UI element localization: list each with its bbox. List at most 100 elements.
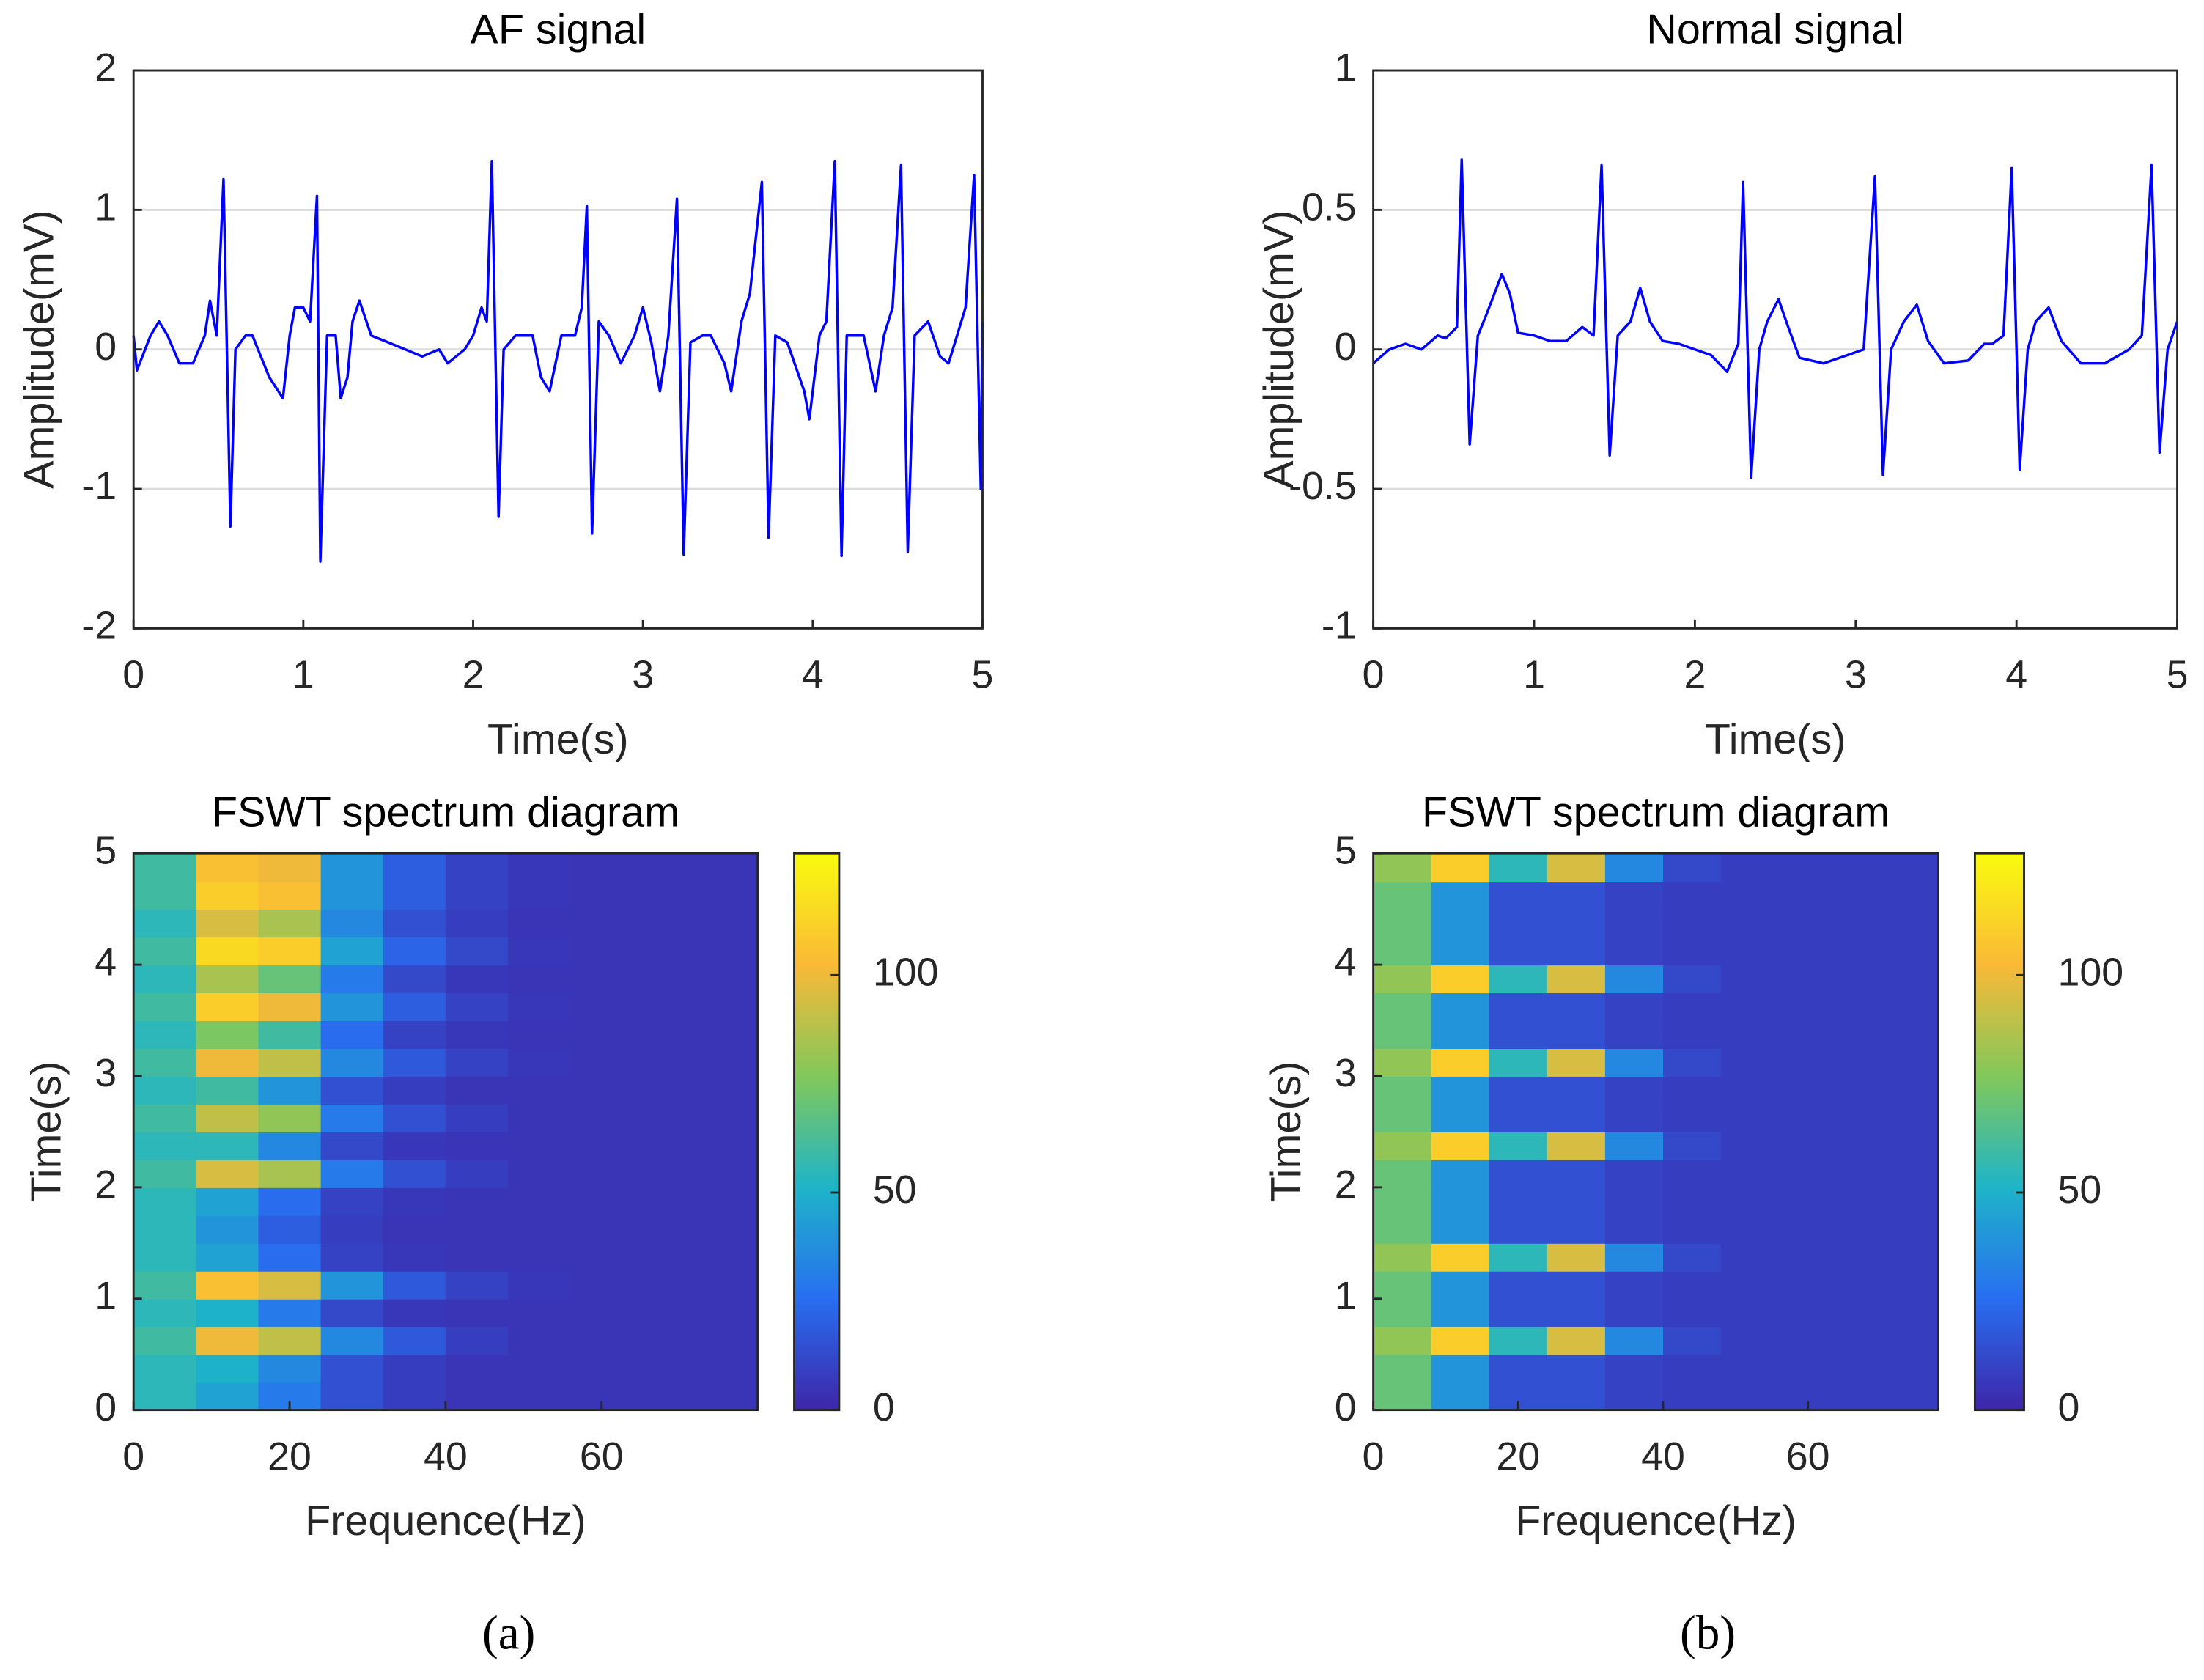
y-axis-label: Amplitude(mV) bbox=[16, 210, 63, 489]
heatmap-cell bbox=[1489, 992, 1548, 1022]
heatmap-cell bbox=[258, 965, 322, 994]
heatmap-cell bbox=[1547, 1020, 1606, 1049]
heatmap-cell bbox=[196, 1298, 259, 1327]
heatmap-cell bbox=[508, 1326, 572, 1355]
heatmap-cell bbox=[1662, 1354, 1722, 1383]
heatmap-cell bbox=[196, 1103, 259, 1132]
heatmap-cell bbox=[1895, 965, 1939, 994]
heatmap-cell bbox=[1895, 1187, 1939, 1216]
heatmap-cell bbox=[695, 1298, 759, 1327]
heatmap-cell bbox=[1489, 1048, 1548, 1077]
heatmap-cell bbox=[1373, 1242, 1432, 1272]
heatmap-cell bbox=[1721, 1298, 1780, 1327]
heatmap-cell bbox=[633, 1242, 696, 1272]
heatmap-cell bbox=[1604, 1382, 1664, 1411]
heatmap-cell bbox=[1373, 1215, 1432, 1244]
heatmap-cell bbox=[196, 1131, 259, 1160]
signal-line bbox=[1372, 158, 2179, 479]
heatmap-cell bbox=[570, 1075, 634, 1105]
heatmap-cell bbox=[1662, 1326, 1722, 1355]
heatmap-cell bbox=[1837, 1382, 1896, 1411]
heatmap-cell bbox=[1895, 881, 1939, 910]
heatmap-cell bbox=[1547, 992, 1606, 1022]
heatmap-cell bbox=[508, 1048, 572, 1077]
heatmap-cell bbox=[1547, 853, 1606, 883]
heatmap-cell bbox=[1779, 992, 1838, 1022]
heatmap-cell bbox=[196, 853, 259, 883]
heatmap-cell bbox=[1895, 853, 1939, 883]
heatmap-cell bbox=[133, 881, 197, 910]
heatmap-cell bbox=[196, 1242, 259, 1272]
heatmap-cell bbox=[570, 909, 634, 938]
heatmap-cell bbox=[1895, 1048, 1939, 1077]
heatmap-cell bbox=[133, 1075, 197, 1105]
y-tick-label: 0.5 bbox=[1302, 185, 1357, 229]
heatmap-cell bbox=[570, 1298, 634, 1327]
x-tick-label: 0 bbox=[122, 653, 144, 697]
heatmap-cell bbox=[1604, 992, 1664, 1022]
heatmap-cell bbox=[383, 1242, 446, 1272]
heatmap-cell bbox=[133, 1354, 197, 1383]
heatmap-cell bbox=[1837, 853, 1896, 883]
heatmap-cell bbox=[570, 937, 634, 966]
heatmap-cell bbox=[695, 1020, 759, 1049]
heatmap-cell bbox=[1547, 1075, 1606, 1105]
heatmap-cell bbox=[1779, 1020, 1838, 1049]
heatmap-cell bbox=[1895, 1326, 1939, 1355]
heatmap-cell bbox=[320, 1020, 384, 1049]
heatmap-cell bbox=[1662, 1075, 1722, 1105]
heatmap-cell bbox=[320, 1215, 384, 1244]
heatmap-cell bbox=[570, 1020, 634, 1049]
y-axis-label: Time(s) bbox=[23, 1061, 70, 1203]
heatmap-cell bbox=[1837, 965, 1896, 994]
y-tick-label: 1 bbox=[95, 185, 117, 229]
heatmap-cell bbox=[1662, 992, 1722, 1022]
heatmap-cell bbox=[258, 1326, 322, 1355]
y-tick-label: -2 bbox=[81, 604, 117, 648]
heatmap-cell bbox=[1662, 937, 1722, 966]
heatmap-cell bbox=[570, 1215, 634, 1244]
x-axis-label: Frequence(Hz) bbox=[1515, 1497, 1796, 1544]
heatmap-cell bbox=[383, 881, 446, 910]
heatmap-cell bbox=[570, 1242, 634, 1272]
heatmap-cell bbox=[1489, 1298, 1548, 1327]
heatmap-cell bbox=[258, 1270, 322, 1300]
heatmap-cell bbox=[633, 1270, 696, 1300]
heatmap-cell bbox=[1721, 992, 1780, 1022]
heatmap-cell bbox=[1895, 1270, 1939, 1300]
heatmap-cell bbox=[633, 1354, 696, 1383]
y-tick-label: 4 bbox=[95, 940, 117, 984]
heatmap-cell bbox=[1489, 1242, 1548, 1272]
heatmap-cell bbox=[133, 1187, 197, 1216]
heatmap-cell bbox=[1547, 1354, 1606, 1383]
heatmap-cell bbox=[1604, 1048, 1664, 1077]
heatmap-cell bbox=[1721, 1131, 1780, 1160]
heatmap-cell bbox=[1373, 1020, 1432, 1049]
heatmap-cell bbox=[633, 992, 696, 1022]
heatmap-cell bbox=[196, 1187, 259, 1216]
y-axis-label: Amplitude(mV) bbox=[1256, 210, 1302, 489]
heatmap-cell bbox=[133, 909, 197, 938]
heatmap-cell bbox=[1662, 1103, 1722, 1132]
heatmap-cell bbox=[1431, 1382, 1490, 1411]
heatmap-cell bbox=[570, 853, 634, 883]
heatmap-cell bbox=[320, 1075, 384, 1105]
heatmap-cell bbox=[1837, 881, 1896, 910]
heatmap-cell bbox=[508, 1131, 572, 1160]
heatmap-cell bbox=[1431, 1354, 1490, 1383]
heatmap-cell bbox=[1604, 1075, 1664, 1105]
x-tick-label: 1 bbox=[1523, 653, 1545, 697]
heatmap-cell bbox=[570, 1270, 634, 1300]
heatmap-cell bbox=[445, 1298, 509, 1327]
heatmap-cell bbox=[695, 965, 759, 994]
heatmap-cell bbox=[1662, 1020, 1722, 1049]
heatmap-cell bbox=[633, 1159, 696, 1188]
heatmap-cell bbox=[695, 1382, 759, 1411]
heatmap-cell bbox=[508, 853, 572, 883]
heatmap-cell bbox=[196, 881, 259, 910]
heatmap-cell bbox=[1662, 1242, 1722, 1272]
heatmap-cell bbox=[320, 853, 384, 883]
heatmap-cell bbox=[133, 1242, 197, 1272]
heatmap-cell bbox=[320, 965, 384, 994]
heatmap-cell bbox=[508, 1020, 572, 1049]
